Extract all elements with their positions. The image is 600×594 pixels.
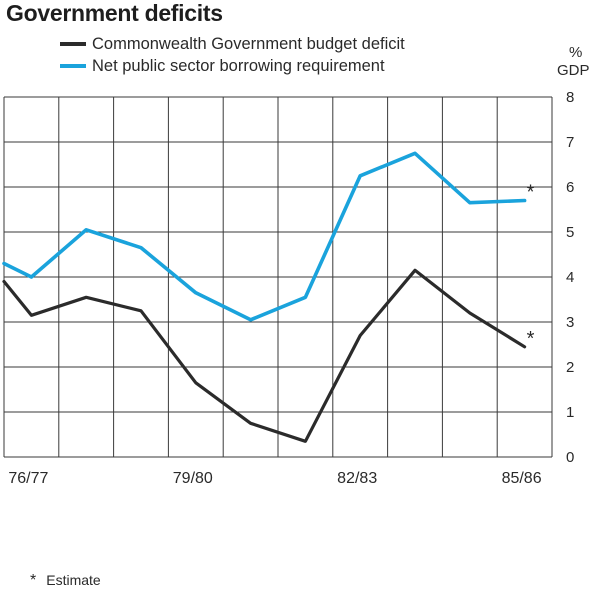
y-tick-label: 6 bbox=[566, 179, 574, 196]
y-unit-percent: % bbox=[569, 44, 583, 61]
chart-title: Government deficits bbox=[6, 0, 223, 26]
legend-swatch-budget-deficit bbox=[60, 42, 86, 46]
legend-swatch-borrowing-requirement bbox=[60, 64, 86, 68]
x-tick-label: 85/86 bbox=[502, 470, 542, 487]
y-tick-label: 7 bbox=[566, 134, 574, 151]
x-tick-label: 79/80 bbox=[173, 470, 213, 487]
y-tick-label: 2 bbox=[566, 359, 574, 376]
y-tick-label: 5 bbox=[566, 224, 574, 241]
y-tick-label: 4 bbox=[566, 269, 574, 286]
y-tick-label: 8 bbox=[566, 89, 574, 106]
legend-item-budget-deficit: Commonwealth Government budget deficit bbox=[60, 34, 405, 54]
series-line-borrowing-requirement bbox=[2, 151, 527, 322]
y-unit-gdp: GDP bbox=[557, 62, 590, 79]
y-tick-label: 0 bbox=[566, 449, 574, 466]
x-tick-label: 82/83 bbox=[337, 470, 377, 487]
x-tick-label: 76/77 bbox=[8, 470, 48, 487]
footnote: * Estimate bbox=[30, 572, 101, 590]
footnote-text: Estimate bbox=[46, 572, 101, 588]
footnote-asterisk: * bbox=[30, 572, 37, 589]
legend-label-budget-deficit: Commonwealth Government budget deficit bbox=[92, 34, 405, 53]
estimate-marker-borrowing-requirement: * bbox=[527, 182, 535, 204]
y-tick-label: 1 bbox=[566, 404, 574, 421]
legend-label-borrowing-requirement: Net public sector borrowing requirement bbox=[92, 56, 385, 75]
y-tick-label: 3 bbox=[566, 314, 574, 331]
estimate-marker-budget-deficit: * bbox=[527, 328, 535, 350]
legend-item-borrowing-requirement: Net public sector borrowing requirement bbox=[60, 56, 385, 76]
series-line-budget-deficit bbox=[2, 268, 527, 443]
